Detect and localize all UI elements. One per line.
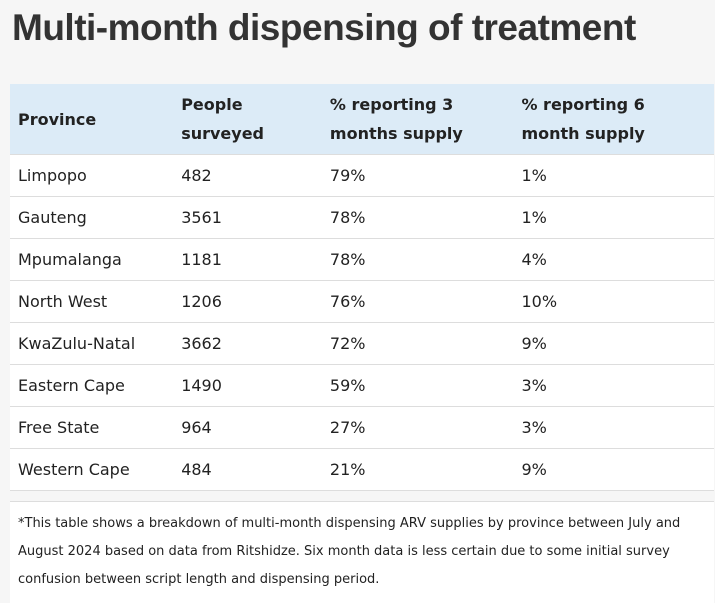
cell: 76%: [321, 280, 514, 323]
cell: 79%: [321, 154, 514, 197]
row: North West 1206 76% 10%: [10, 280, 714, 323]
cell: North West: [10, 280, 174, 323]
cell: KwaZulu-Natal: [10, 322, 174, 365]
row: Eastern Cape 1490 59% 3%: [10, 364, 714, 407]
cell: Eastern Cape: [10, 364, 174, 407]
cell: 3%: [513, 406, 714, 449]
cell: Free State: [10, 406, 174, 449]
cell: 9%: [513, 322, 714, 365]
row: Gauteng 3561 78% 1%: [10, 196, 714, 239]
cell: Limpopo: [10, 154, 174, 197]
row: Mpumalanga 1181 78% 4%: [10, 238, 714, 281]
cell: Western Cape: [10, 448, 174, 491]
table-wrap: Province People surveyed% reporting 3 mon…: [10, 84, 714, 491]
cell: 1%: [513, 154, 714, 197]
cell: 9%: [513, 448, 714, 491]
cell: 482: [173, 154, 322, 197]
header-row: Province People surveyed% reporting 3 mon…: [10, 84, 714, 155]
table: Province People surveyed% reporting 3 mon…: [10, 84, 714, 491]
cell: 27%: [321, 406, 514, 449]
cell: Gauteng: [10, 196, 174, 239]
cell: 484: [173, 448, 322, 491]
cell: 1490: [173, 364, 322, 407]
header-cell: Province: [10, 84, 174, 155]
header-cell: % reporting 3 months supply: [321, 84, 514, 155]
header-cell: People surveyed: [173, 84, 322, 155]
row: Free State 964 27% 3%: [10, 406, 714, 449]
cell: 964: [173, 406, 322, 449]
cell: 21%: [321, 448, 514, 491]
row: Western Cape 484 21% 9%: [10, 448, 714, 491]
cell: 1206: [173, 280, 322, 323]
cell: 3662: [173, 322, 322, 365]
cell: Mpumalanga: [10, 238, 174, 281]
cell: 72%: [321, 322, 514, 365]
cell: 1181: [173, 238, 322, 281]
header-cell: % reporting 6 month supply: [513, 84, 714, 155]
row: KwaZulu-Natal 3662 72% 9%: [10, 322, 714, 365]
cell: 78%: [321, 238, 514, 281]
cell: 3%: [513, 364, 714, 407]
row: Limpopo 482 79% 1%: [10, 154, 714, 197]
cell: 3561: [173, 196, 322, 239]
cell: 1%: [513, 196, 714, 239]
title: Multi-month dispensing of treatment: [12, 7, 636, 48]
cell: 10%: [513, 280, 714, 323]
cell: 4%: [513, 238, 714, 281]
cell: 78%: [321, 196, 514, 239]
footnote: *This table shows a breakdown of multi-m…: [10, 501, 714, 603]
cell: 59%: [321, 364, 514, 407]
